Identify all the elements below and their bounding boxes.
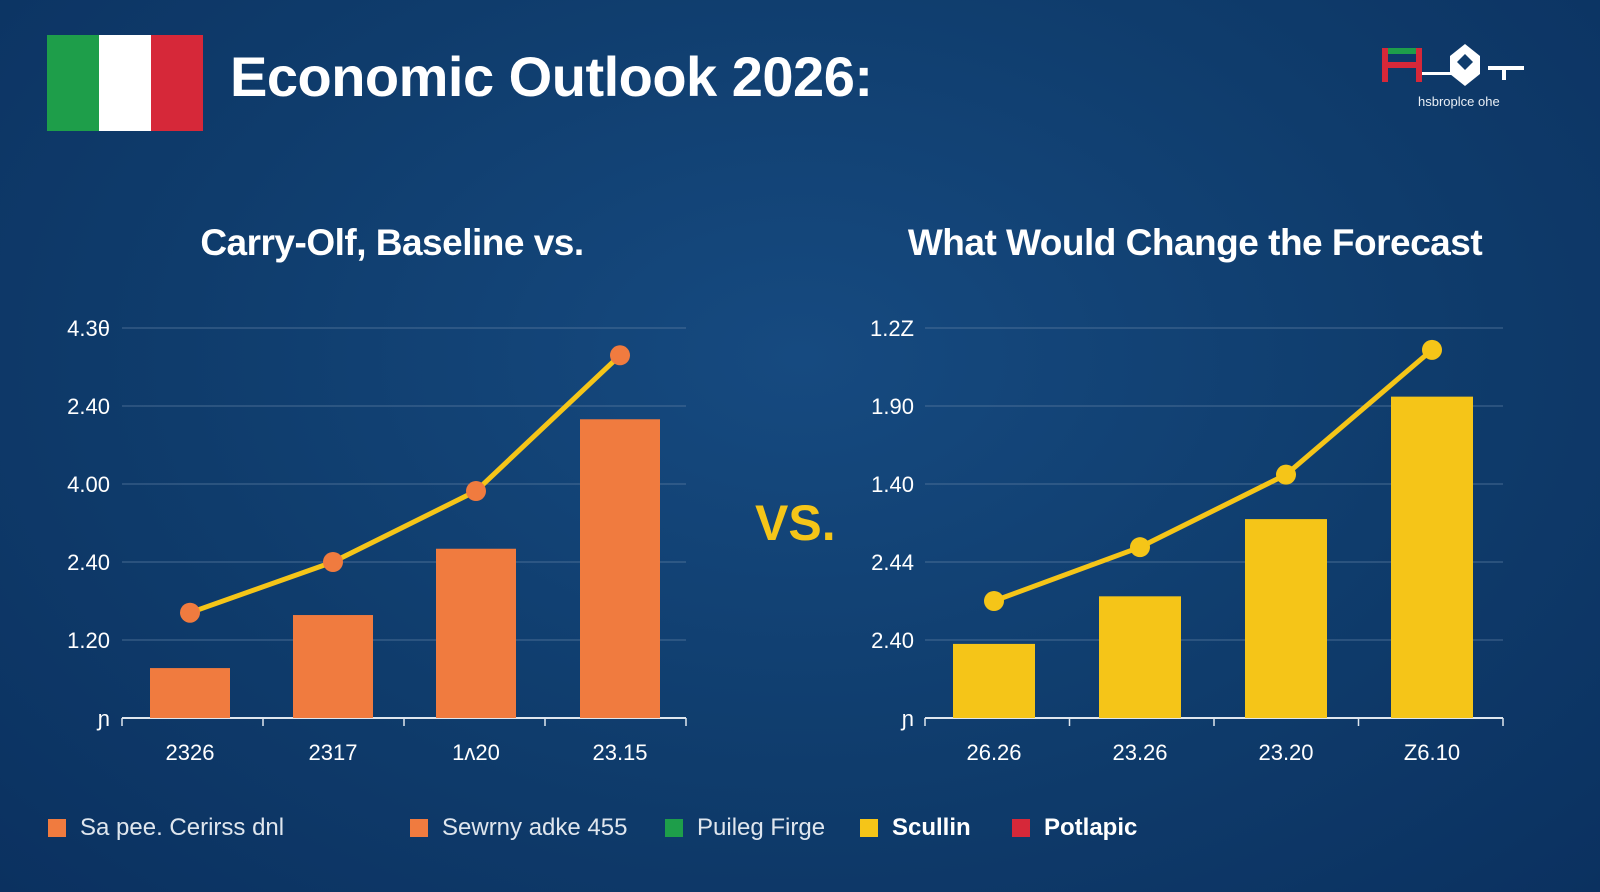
line-point	[610, 345, 630, 366]
x-tick-label: 23.15	[592, 740, 647, 765]
y-tick-label: 4.00	[67, 472, 110, 497]
legend-swatch	[48, 819, 66, 837]
right-chart: ɲ 2.40 2.44 1.40 1.90 1.2Z 26.26 23.26 23.20 Z6.1…	[870, 316, 1504, 765]
y-tick-label: 2.40	[67, 550, 110, 575]
y-tick-label: 2.44	[871, 550, 914, 575]
trend-line	[993, 347, 1434, 604]
italy-flag	[47, 35, 203, 131]
x-tick-label: 23.26	[1112, 740, 1167, 765]
y-tick-label: 1.40	[871, 472, 914, 497]
vs-label: VS.	[755, 495, 836, 551]
line-point	[323, 552, 343, 572]
line-point	[466, 481, 486, 502]
legend-label: Sa pee. Cerirss dnl	[80, 814, 285, 841]
legend-label: Scullin	[892, 814, 971, 841]
y-tick-label: 2.40	[871, 628, 914, 653]
bar	[953, 643, 1035, 718]
x-tick-label: Z6.10	[1404, 740, 1460, 765]
legend-swatch	[860, 819, 878, 837]
logo-text: hsbroplce ohe	[1418, 94, 1500, 109]
line-point	[1276, 464, 1296, 485]
bar	[150, 668, 230, 718]
logo-icon	[1382, 44, 1524, 86]
y-tick-label: 1.90	[871, 394, 914, 419]
legend-item: Sa pee. Cerirss dnl	[48, 814, 284, 842]
y-tick-label: 4.3θ	[67, 316, 110, 341]
x-tick-label: 23.20	[1258, 740, 1313, 765]
page-title: Economic Outlook 2026:	[230, 45, 873, 108]
legend: Sa pee. Cerirss dnl Sewrny adke 455 Puil…	[0, 814, 1600, 846]
flag-white	[99, 35, 151, 131]
line-point	[180, 602, 200, 623]
left-chart-title: Carry-Olf, Baseline vs.	[200, 222, 584, 263]
left-chart: ɲ 1.20 2.40 4.00 2.40 4.3θ 2326 2317 1ᴧ20 23.15	[67, 316, 687, 765]
y-tick-label: 2.40	[67, 394, 110, 419]
legend-swatch	[410, 819, 428, 837]
y-tick-label: ɲ	[900, 706, 914, 731]
legend-swatch	[1012, 819, 1030, 837]
legend-item: Sewrny adke 455	[410, 814, 627, 842]
bar	[580, 419, 660, 718]
x-tick-label: 26.26	[966, 740, 1021, 765]
legend-item: Puileg Firge	[665, 814, 825, 842]
flag-red	[151, 35, 203, 131]
bar	[1391, 396, 1473, 718]
bar	[1245, 519, 1327, 718]
right-chart-title: What Would Change the Forecast	[907, 222, 1483, 263]
flag-green	[47, 35, 99, 131]
y-tick-label: 1.2Z	[870, 316, 914, 341]
x-tick-label: 1ᴧ20	[452, 740, 500, 765]
bar	[293, 615, 373, 718]
bar	[436, 548, 516, 718]
x-tick-label: 2326	[166, 740, 215, 765]
legend-label: Potlapic	[1044, 814, 1138, 841]
line-point	[1422, 339, 1442, 360]
line-point	[1130, 537, 1150, 558]
line-point	[984, 591, 1004, 611]
legend-label: Puileg Firge	[697, 814, 826, 841]
legend-item: Potlapic	[1012, 814, 1137, 842]
legend-item: Scullin	[860, 814, 971, 842]
legend-label: Sewrny adke 455	[442, 814, 628, 841]
legend-swatch	[665, 819, 683, 837]
bar	[1099, 596, 1181, 718]
x-tick-label: 2317	[309, 740, 358, 765]
y-tick-label: 1.20	[67, 628, 110, 653]
y-tick-label: ɲ	[96, 706, 110, 731]
trend-line	[189, 353, 622, 616]
